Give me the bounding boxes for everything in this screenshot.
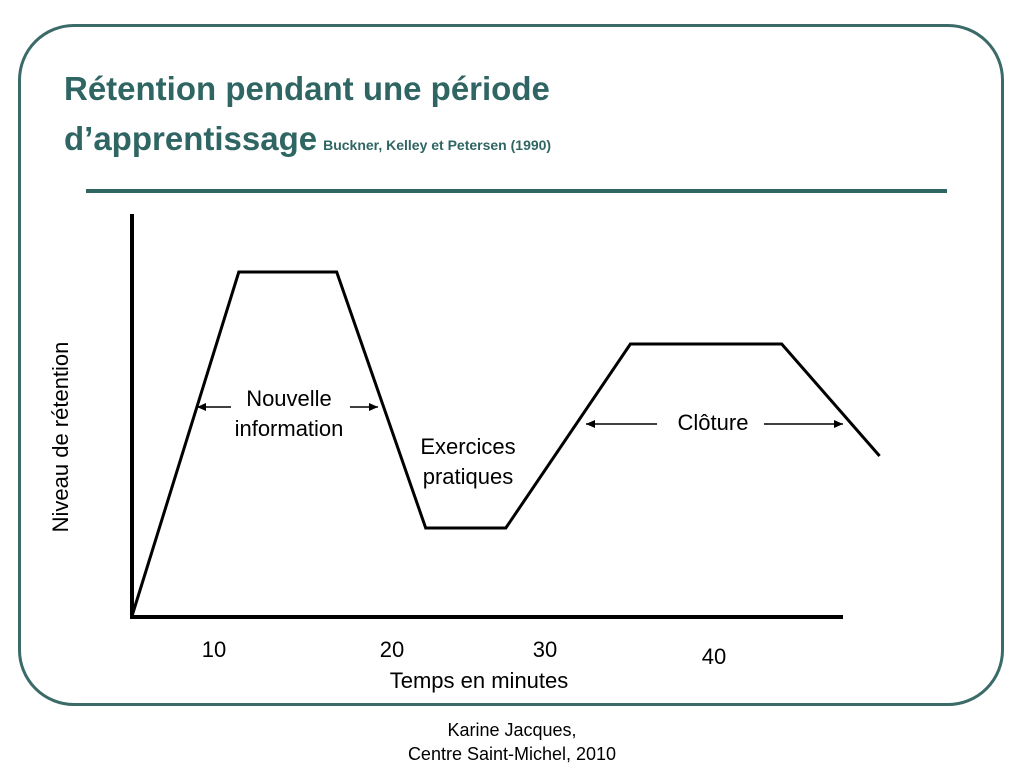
y-axis-label: Niveau de rétention (48, 342, 73, 533)
title-line-2: d’apprentissage Buckner, Kelley et Peters… (64, 114, 551, 170)
title-line-2-text: d’apprentissage (64, 120, 318, 157)
x-tick-10: 10 (202, 637, 226, 662)
slide-frame (18, 24, 1004, 706)
x-axis-label: Temps en minutes (390, 668, 569, 693)
slide-title: Rétention pendant une période d’apprenti… (64, 64, 551, 170)
footer-line-2: Centre Saint-Michel, 2010 (407, 744, 617, 764)
footer-credit: Karine Jacques, Centre Saint-Michel, 201… (0, 718, 1024, 766)
annotation-exercices-line2: pratiques (423, 464, 514, 489)
title-divider (86, 189, 947, 193)
x-tick-40: 40 (702, 644, 726, 669)
annotation-nouvelle-line1: Nouvelle (246, 386, 332, 411)
footer-line-1: Karine Jacques, (447, 720, 577, 740)
annotation-nouvelle-line2: information (235, 416, 344, 441)
retention-curve (130, 270, 881, 617)
x-tick-20: 20 (380, 637, 404, 662)
x-tick-30: 30 (533, 637, 557, 662)
annotation-exercices-line1: Exercices (420, 434, 515, 459)
title-citation: Buckner, Kelley et Petersen (1990) (323, 137, 552, 153)
annotation-cloture: Clôture (678, 410, 749, 435)
title-line-1: Rétention pendant une période (64, 70, 550, 107)
